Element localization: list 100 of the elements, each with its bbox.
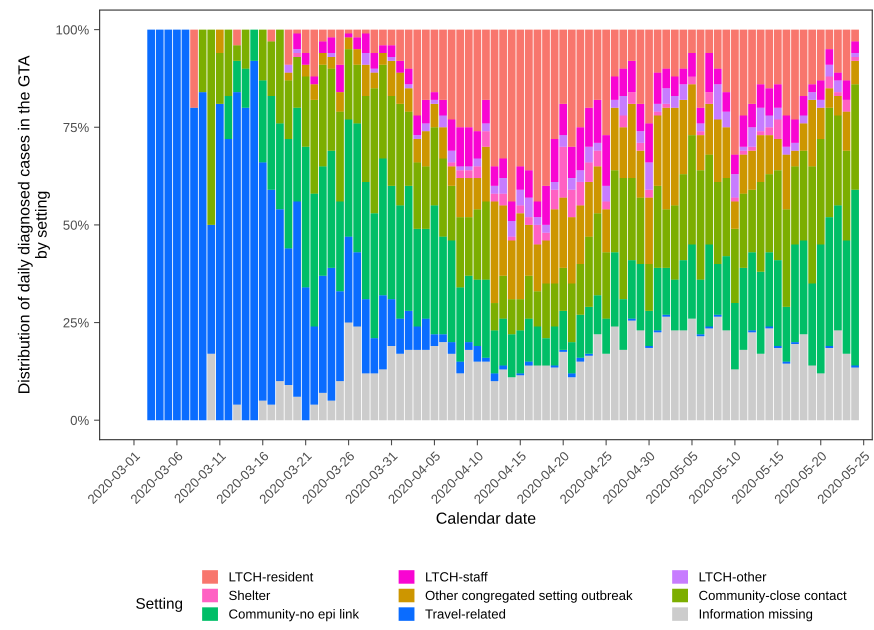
bar — [842, 80, 850, 100]
bar — [207, 354, 216, 420]
bar — [851, 41, 859, 54]
bar — [499, 366, 507, 370]
bar — [800, 96, 808, 116]
bar — [353, 49, 362, 65]
bar — [508, 221, 516, 237]
bar — [362, 53, 370, 65]
bar — [250, 30, 258, 61]
bar — [550, 182, 558, 190]
legend-label: Shelter — [229, 590, 270, 600]
bar — [328, 53, 336, 57]
bar — [628, 92, 636, 104]
y-tick-label: 100% — [56, 25, 89, 35]
bar — [336, 92, 344, 112]
bar — [267, 30, 276, 42]
bar — [834, 72, 842, 80]
bar — [482, 123, 490, 132]
x-axis-title: Calendar date — [436, 512, 536, 524]
legend-label: LTCH-resident — [230, 572, 314, 582]
bar — [825, 49, 834, 65]
bar — [834, 92, 842, 96]
bar — [722, 92, 730, 112]
bar — [456, 362, 464, 374]
bar — [696, 108, 704, 124]
bar — [233, 30, 241, 46]
bar — [439, 116, 447, 128]
bar — [731, 198, 739, 202]
bar — [482, 131, 490, 147]
bar — [731, 174, 739, 198]
bar — [705, 92, 714, 104]
bar — [430, 104, 438, 128]
bar — [825, 76, 834, 88]
bar — [602, 186, 610, 202]
bar — [508, 201, 516, 222]
bar — [430, 92, 438, 100]
bar — [310, 84, 318, 100]
bar — [576, 358, 584, 362]
bar — [190, 30, 198, 108]
bar — [344, 34, 352, 38]
y-axis-title: Distribution of daily diagnosed cases in the GTA by setting — [18, 56, 50, 394]
bar — [216, 30, 224, 54]
legend-label: Community-no epi link — [229, 608, 360, 622]
bar — [816, 100, 825, 108]
bar — [310, 76, 318, 84]
bar — [473, 158, 482, 166]
bar — [645, 162, 653, 190]
legend-label: Community-close contact — [699, 590, 847, 603]
y-tick-label: 25% — [63, 318, 89, 328]
bar — [851, 60, 859, 84]
bar — [731, 154, 739, 174]
bar — [740, 146, 748, 151]
bar — [808, 92, 816, 100]
bar — [696, 123, 704, 132]
y-tick-label: 75% — [63, 122, 89, 132]
bar — [370, 68, 378, 73]
bar — [636, 131, 644, 143]
legend-label: LTCH-other — [700, 572, 766, 582]
bar — [559, 104, 568, 136]
bar — [825, 64, 834, 76]
bar — [422, 123, 430, 132]
bar — [302, 64, 310, 76]
bar — [439, 127, 447, 159]
bar — [851, 56, 859, 61]
bar — [284, 64, 292, 73]
legend-label: Information missing — [700, 608, 812, 622]
y-tick-label: 0% — [70, 416, 89, 426]
bar — [525, 362, 533, 366]
bar — [851, 53, 859, 57]
bar — [448, 342, 456, 354]
bar — [293, 53, 301, 57]
bar — [370, 53, 378, 69]
bar — [336, 64, 344, 92]
bar — [448, 162, 456, 166]
bar — [413, 135, 422, 139]
bar — [654, 104, 662, 112]
bar — [645, 190, 653, 198]
legend-label: Other congregated setting outbreak — [426, 590, 633, 603]
bar — [842, 100, 850, 112]
bar — [834, 80, 842, 92]
bar — [508, 236, 516, 241]
bar — [748, 146, 756, 151]
bar — [619, 116, 628, 128]
bar — [284, 72, 292, 80]
bar — [233, 404, 241, 420]
bar — [525, 217, 533, 225]
bar — [344, 37, 352, 50]
bar — [740, 150, 748, 155]
y-tick-label: 50% — [63, 220, 89, 230]
bar — [636, 142, 644, 151]
bar — [550, 138, 558, 182]
bar — [388, 56, 396, 61]
bar — [302, 53, 310, 65]
bar — [542, 224, 550, 233]
bar — [654, 112, 662, 116]
bar — [688, 76, 696, 84]
bar — [293, 34, 301, 50]
legend-title: Setting — [136, 598, 182, 612]
legend-label: Travel-related — [425, 608, 506, 619]
bar — [800, 116, 808, 124]
